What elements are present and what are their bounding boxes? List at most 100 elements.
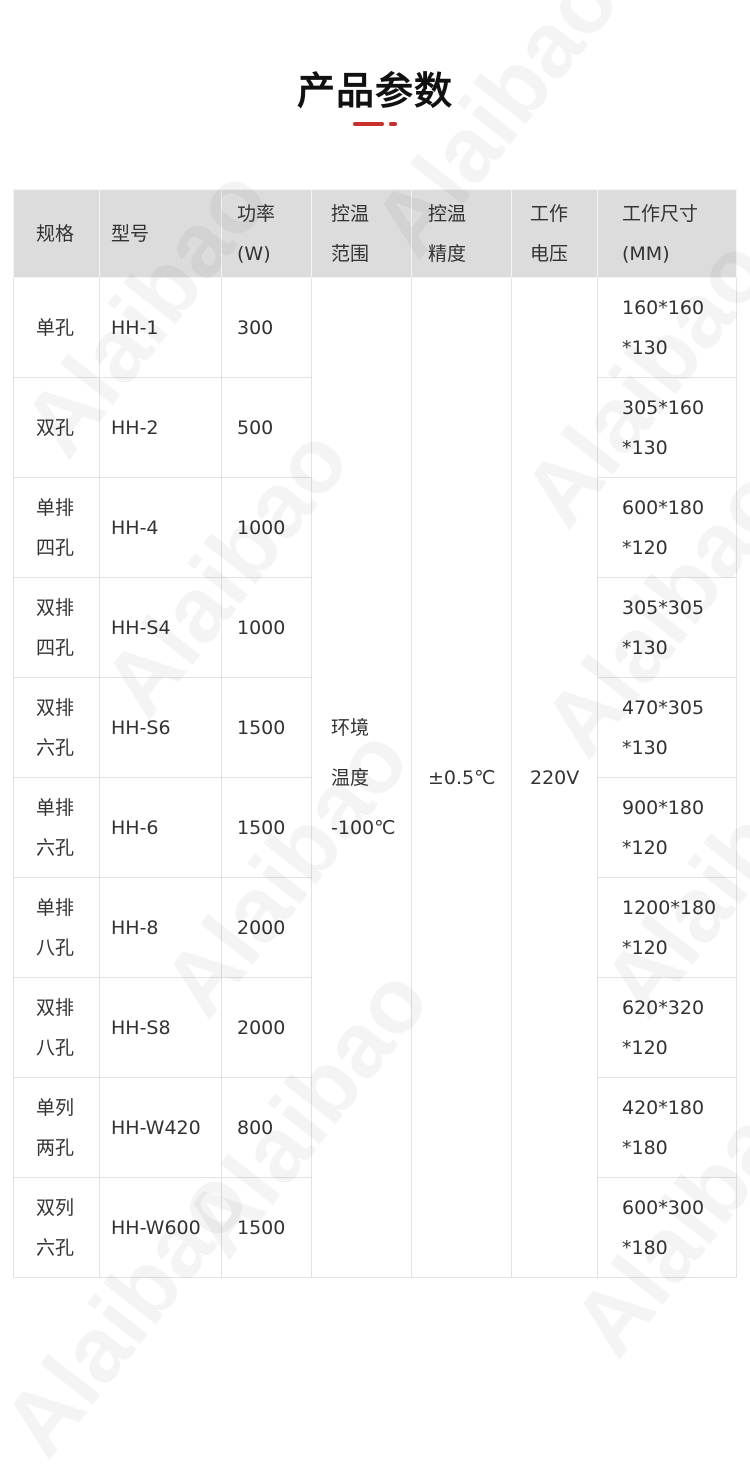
cell-model: HH-2 xyxy=(99,377,222,478)
cell-line: 双排 xyxy=(36,996,75,1019)
cell-spec: 双排 六孔 xyxy=(13,677,100,778)
cell-line: 单排 xyxy=(36,896,75,919)
cell-spec: 双孔 xyxy=(13,377,100,478)
table-header-row: 规格 型号 功率 (W) 控温 范围 控温 精度 工作 电压 工作尺寸 (MM) xyxy=(13,189,737,278)
cell-spec: 单排 六孔 xyxy=(13,777,100,878)
cell-line: 型号 xyxy=(111,222,150,245)
cell-line: 单孔 xyxy=(36,316,75,339)
cell-power: 1500 xyxy=(221,777,312,878)
cell-power: 800 xyxy=(221,1077,312,1178)
title-underline xyxy=(353,122,384,126)
cell-line: 600*180 xyxy=(622,496,705,519)
cell-line: 900*180 xyxy=(622,796,705,819)
header-spec: 规格 xyxy=(13,189,100,278)
cell-size: 420*180 *180 xyxy=(597,1077,737,1178)
cell-line: 电压 xyxy=(530,242,569,265)
cell-line: 工作 xyxy=(530,202,569,225)
cell-line: 600*300 xyxy=(622,1196,705,1219)
cell-size: 305*160 *130 xyxy=(597,377,737,478)
cell-line: 420*180 xyxy=(622,1096,705,1119)
cell-power: 1500 xyxy=(221,1177,312,1278)
cell-line: 八孔 xyxy=(36,1036,75,1059)
cell-spec: 双排 四孔 xyxy=(13,577,100,678)
cell-line: 范围 xyxy=(331,242,370,265)
cell-line: *180 xyxy=(622,1236,668,1259)
cell-spec: 单列 两孔 xyxy=(13,1077,100,1178)
cell-line: *130 xyxy=(622,436,668,459)
cell-line: 单排 xyxy=(36,796,75,819)
cell-line: *130 xyxy=(622,336,668,359)
cell-spec: 双列 六孔 xyxy=(13,1177,100,1278)
cell-size: 600*180 *120 xyxy=(597,477,737,578)
title-underline-dot xyxy=(389,122,397,126)
cell-line: 精度 xyxy=(428,242,467,265)
cell-spec: 双排 八孔 xyxy=(13,977,100,1078)
spec-table: 规格 型号 功率 (W) 控温 范围 控温 精度 工作 电压 工作尺寸 (MM) 单孔 HH-1 300 环… xyxy=(13,189,737,1278)
cell-size: 470*305 *130 xyxy=(597,677,737,778)
cell-line: 八孔 xyxy=(36,936,75,959)
table-row: 双孔 HH-2 500 305*160 *130 xyxy=(13,377,737,478)
header-power: 功率 (W) xyxy=(221,189,312,278)
cell-line: *130 xyxy=(622,636,668,659)
header-size: 工作尺寸 (MM) xyxy=(597,189,737,278)
cell-line: 305*305 xyxy=(622,596,705,619)
cell-line: 两孔 xyxy=(36,1136,75,1159)
cell-line: 620*320 xyxy=(622,996,705,1019)
table-row: 双排 八孔 HH-S8 2000 620*320 *120 xyxy=(13,977,737,1078)
cell-line: 控温 xyxy=(331,202,370,225)
cell-line: 单列 xyxy=(36,1096,75,1119)
table-row: 单排 四孔 HH-4 1000 600*180 *120 xyxy=(13,477,737,578)
cell-size: 160*160 *130 xyxy=(597,277,737,378)
header-precision: 控温 精度 xyxy=(411,189,512,278)
cell-model: HH-S8 xyxy=(99,977,222,1078)
cell-model: HH-S6 xyxy=(99,677,222,778)
cell-power: 300 xyxy=(221,277,312,378)
cell-line: *120 xyxy=(622,1036,668,1059)
cell-line: 功率 xyxy=(237,202,276,225)
cell-spec: 单排 八孔 xyxy=(13,877,100,978)
cell-line: 六孔 xyxy=(36,836,75,859)
page-title: 产品参数 xyxy=(296,69,453,113)
cell-line: *120 xyxy=(622,536,668,559)
cell-line: 工作尺寸 xyxy=(622,202,699,225)
cell-size: 1200*180 *120 xyxy=(597,877,737,978)
cell-line: *130 xyxy=(622,736,668,759)
cell-model: HH-8 xyxy=(99,877,222,978)
cell-line: (W) xyxy=(237,242,271,265)
cell-line: *120 xyxy=(622,936,668,959)
cell-model: HH-S4 xyxy=(99,577,222,678)
cell-line: -100℃ xyxy=(331,816,396,839)
cell-model: HH-4 xyxy=(99,477,222,578)
cell-line: 1200*180 xyxy=(622,896,717,919)
cell-power: 1500 xyxy=(221,677,312,778)
table-row: 双排 四孔 HH-S4 1000 305*305 *130 xyxy=(13,577,737,678)
cell-line: 环境 xyxy=(331,716,370,739)
cell-power: 2000 xyxy=(221,977,312,1078)
cell-range: 环境 温度 -100℃ xyxy=(311,277,412,1278)
cell-size: 620*320 *120 xyxy=(597,977,737,1078)
table-row: 单孔 HH-1 300 环境 温度 -100℃ ±0.5℃ 220V 160*160 *130 xyxy=(13,277,737,1278)
cell-line: 双排 xyxy=(36,596,75,619)
cell-line: *120 xyxy=(622,836,668,859)
cell-line: 四孔 xyxy=(36,536,75,559)
cell-model: HH-6 xyxy=(99,777,222,878)
table-row: 单排 六孔 HH-6 1500 900*180 *120 xyxy=(13,777,737,878)
cell-power: 1000 xyxy=(221,577,312,678)
cell-precision: ±0.5℃ xyxy=(411,277,512,1278)
cell-line: (MM) xyxy=(622,242,670,265)
table-row: 双排 六孔 HH-S6 1500 470*305 *130 xyxy=(13,677,737,778)
cell-size: 600*300 *180 xyxy=(597,1177,737,1278)
cell-line: *180 xyxy=(622,1136,668,1159)
cell-line: 双列 xyxy=(36,1196,75,1219)
header-range: 控温 范围 xyxy=(311,189,412,278)
cell-line: 双排 xyxy=(36,696,75,719)
cell-line: 六孔 xyxy=(36,736,75,759)
cell-spec: 单排 四孔 xyxy=(13,477,100,578)
cell-size: 900*180 *120 xyxy=(597,777,737,878)
cell-line: 305*160 xyxy=(622,396,705,419)
cell-line: 控温 xyxy=(428,202,467,225)
cell-line: 双孔 xyxy=(36,416,75,439)
header-model: 型号 xyxy=(99,189,222,278)
header-voltage: 工作 电压 xyxy=(511,189,598,278)
cell-size: 305*305 *130 xyxy=(597,577,737,678)
